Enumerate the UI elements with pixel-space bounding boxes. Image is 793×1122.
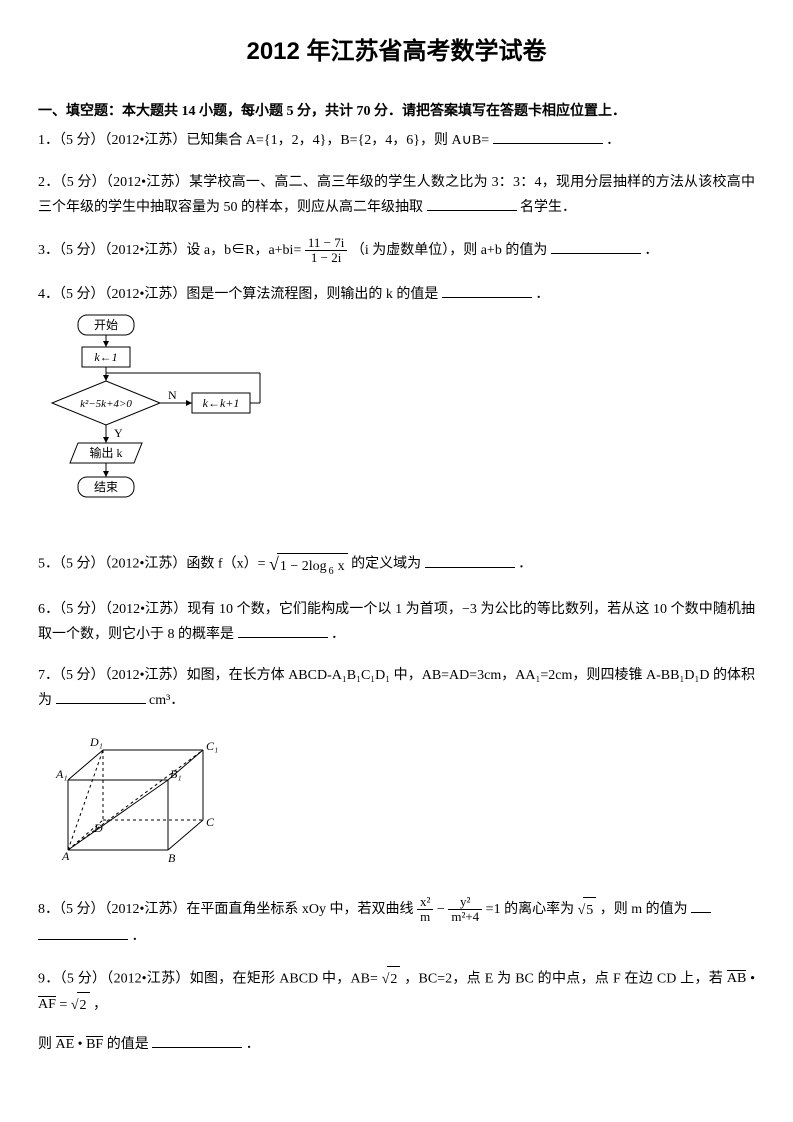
fraction: x² m bbox=[417, 895, 433, 925]
question-8: 8．（5 分）（2012•江苏）在平面直角坐标系 xOy 中，若双曲线 x² m… bbox=[38, 895, 755, 950]
rad-sub: 6 bbox=[327, 566, 338, 577]
svg-text:D₁: D₁ bbox=[89, 735, 103, 749]
q1-suffix: ． bbox=[606, 133, 620, 148]
svg-text:C: C bbox=[206, 815, 215, 829]
vector-bf: BF bbox=[86, 1036, 103, 1052]
svg-text:输出 k: 输出 k bbox=[89, 445, 122, 460]
q6-suffix: ． bbox=[331, 627, 345, 642]
cuboid-figure: A B C D A₁ B₁ C₁ D₁ bbox=[38, 720, 755, 879]
svg-text:k←1: k←1 bbox=[94, 350, 117, 364]
q5-suffix: ． bbox=[518, 557, 532, 572]
section-heading: 一、填空题：本大题共 14 小题，每小题 5 分，共计 70 分．请把答案填写在… bbox=[38, 99, 755, 124]
vector-ae: AE bbox=[56, 1036, 75, 1052]
svg-text:A: A bbox=[61, 849, 70, 863]
q8-prefix: 8．（5 分）（2012•江苏）在平面直角坐标系 xOy 中，若双曲线 bbox=[38, 902, 414, 917]
question-2: 2．（5 分）（2012•江苏）某学校高一、高二、高三年级的学生人数之比为 3：… bbox=[38, 170, 755, 220]
q3-suffix: ． bbox=[644, 243, 658, 258]
q3-prefix: 3．（5 分）（2012•江苏）设 a，b∈R，a+bi= bbox=[38, 243, 301, 258]
q3-mid: （i 为虚数单位），则 a+b 的值为 bbox=[351, 243, 548, 258]
question-1: 1．（5 分）（2012•江苏）已知集合 A={1，2，4}，B={2，4，6}… bbox=[38, 128, 755, 153]
svg-text:D: D bbox=[93, 821, 103, 835]
question-6: 6．（5 分）（2012•江苏）现有 10 个数，它们能构成一个以 1 为首项，… bbox=[38, 597, 755, 647]
dot: • bbox=[78, 1037, 86, 1052]
q9-suffix: ． bbox=[246, 1037, 260, 1052]
q8-mid2: ，则 m 的值为 bbox=[600, 902, 688, 917]
q1-text: 1．（5 分）（2012•江苏）已知集合 A={1，2，4}，B={2，4，6}… bbox=[38, 133, 489, 148]
minus: − bbox=[437, 902, 448, 917]
q9-a: 9．（5 分）（2012•江苏）如图，在矩形 ABCD 中，AB= bbox=[38, 971, 378, 986]
q4-suffix: ． bbox=[535, 287, 549, 302]
blank bbox=[152, 1033, 242, 1048]
sqrt: √2 bbox=[382, 966, 401, 992]
q8-suffix: ． bbox=[132, 929, 146, 944]
q9-then: 则 bbox=[38, 1037, 52, 1052]
frac-num: x² bbox=[417, 895, 433, 910]
blank bbox=[551, 239, 641, 254]
rad-x: x bbox=[338, 559, 345, 574]
vector-ab: AB bbox=[727, 970, 746, 986]
eq: = bbox=[59, 997, 67, 1012]
blank bbox=[56, 689, 146, 704]
blank bbox=[691, 898, 711, 913]
svg-text:C₁: C₁ bbox=[206, 739, 218, 753]
q5-prefix: 5．（5 分）（2012•江苏）函数 f（x）= bbox=[38, 557, 265, 572]
blank bbox=[427, 196, 517, 211]
q9-c: ， bbox=[93, 997, 107, 1012]
fraction: y² m²+4 bbox=[448, 895, 482, 925]
q7-unit: cm³． bbox=[149, 693, 184, 708]
svg-text:k←k+1: k←k+1 bbox=[203, 396, 240, 410]
question-7: 7．（5 分）（2012•江苏）如图，在长方体 ABCD‑A₁B₁C₁D₁ 中，… bbox=[38, 663, 755, 879]
question-3: 3．（5 分）（2012•江苏）设 a，b∈R，a+bi= 11 − 7i 1 … bbox=[38, 236, 755, 266]
frac-num: 11 − 7i bbox=[305, 236, 347, 251]
fraction: 11 − 7i 1 − 2i bbox=[305, 236, 347, 266]
svg-text:开始: 开始 bbox=[94, 318, 118, 332]
svg-text:Y: Y bbox=[114, 426, 123, 440]
sqrt: √ 1 − 2log6x bbox=[269, 548, 348, 581]
cuboid-svg: A B C D A₁ B₁ C₁ D₁ bbox=[38, 720, 228, 870]
svg-text:N: N bbox=[168, 388, 177, 402]
q2-text: 2．（5 分）（2012•江苏）某学校高一、高二、高三年级的学生人数之比为 3：… bbox=[38, 175, 755, 215]
q4-prefix: 4．（5 分）（2012•江苏）图是一个算法流程图，则输出的 k 的值是 bbox=[38, 287, 438, 302]
vector-af: AF bbox=[38, 996, 56, 1012]
svg-text:k²−5k+4>0: k²−5k+4>0 bbox=[80, 398, 132, 410]
flowchart-svg: 开始 k←1 k²−5k+4>0 N k←k+1 Y bbox=[38, 313, 268, 523]
sqrt: √5 bbox=[578, 897, 597, 923]
page-title: 2012 年江苏省高考数学试卷 bbox=[38, 30, 755, 73]
question-4: 4．（5 分）（2012•江苏）图是一个算法流程图，则输出的 k 的值是 ． 开… bbox=[38, 282, 755, 532]
q5-mid: 的定义域为 bbox=[351, 557, 421, 572]
frac-den: 1 − 2i bbox=[305, 251, 347, 265]
svg-text:B: B bbox=[168, 851, 176, 865]
svg-text:A₁: A₁ bbox=[55, 767, 68, 781]
exam-page: 2012 年江苏省高考数学试卷 一、填空题：本大题共 14 小题，每小题 5 分… bbox=[0, 0, 793, 1122]
question-5: 5．（5 分）（2012•江苏）函数 f（x）= √ 1 − 2log6x 的定… bbox=[38, 548, 755, 581]
dot: • bbox=[750, 971, 755, 986]
svg-text:结束: 结束 bbox=[94, 480, 118, 494]
sqrt: √2 bbox=[71, 992, 90, 1018]
q8-mid: 的离心率为 bbox=[504, 902, 574, 917]
frac-num: y² bbox=[448, 895, 482, 910]
rad-main: 1 − 2log bbox=[280, 559, 327, 574]
blank bbox=[425, 553, 515, 568]
eq: =1 bbox=[486, 902, 501, 917]
flowchart-figure: 开始 k←1 k²−5k+4>0 N k←k+1 Y bbox=[38, 313, 755, 532]
q6-text: 6．（5 分）（2012•江苏）现有 10 个数，它们能构成一个以 1 为首项，… bbox=[38, 602, 755, 642]
svg-text:B₁: B₁ bbox=[170, 767, 182, 781]
blank bbox=[493, 129, 603, 144]
question-9: 9．（5 分）（2012•江苏）如图，在矩形 ABCD 中，AB= √2 ，BC… bbox=[38, 966, 755, 1058]
q9-l2b: 的值是 bbox=[107, 1037, 149, 1052]
frac-den: m²+4 bbox=[448, 910, 482, 924]
blank bbox=[238, 623, 328, 638]
q7-prefix: 7．（5 分）（2012•江苏）如图，在长方体 ABCD‑A₁B₁C₁D₁ 中，… bbox=[38, 668, 755, 708]
blank bbox=[442, 283, 532, 298]
frac-den: m bbox=[417, 910, 433, 924]
blank bbox=[38, 925, 128, 940]
q2-suffix: 名学生． bbox=[520, 200, 576, 215]
q9-b: ，BC=2，点 E 为 BC 的中点，点 F 在边 CD 上，若 bbox=[404, 971, 723, 986]
